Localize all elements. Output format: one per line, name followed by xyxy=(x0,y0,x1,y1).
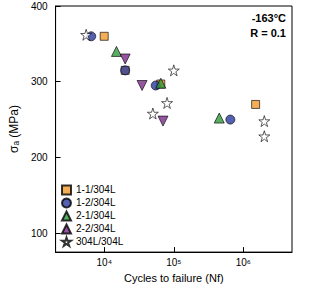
svg-text:2-2/304L: 2-2/304L xyxy=(76,223,116,234)
svg-text:10⁶: 10⁶ xyxy=(236,257,251,268)
svg-text:σₐ (MPa): σₐ (MPa) xyxy=(7,105,21,153)
svg-text:100: 100 xyxy=(31,228,48,239)
svg-text:10⁵: 10⁵ xyxy=(166,257,181,268)
svg-text:10⁴: 10⁴ xyxy=(97,257,112,268)
svg-text:304L/304L: 304L/304L xyxy=(76,236,124,247)
svg-text:200: 200 xyxy=(31,152,48,163)
svg-text:1-1/304L: 1-1/304L xyxy=(76,184,116,195)
svg-text:300: 300 xyxy=(31,76,48,87)
svg-text:400: 400 xyxy=(31,1,48,12)
svg-text:2-1/304L: 2-1/304L xyxy=(76,210,116,221)
svg-text:Cycles to failure (Nf): Cycles to failure (Nf) xyxy=(124,272,224,284)
svg-text:1-2/304L: 1-2/304L xyxy=(76,197,116,208)
svg-text:R = 0.1: R = 0.1 xyxy=(250,27,286,39)
svg-text:-163°C: -163°C xyxy=(252,12,286,24)
